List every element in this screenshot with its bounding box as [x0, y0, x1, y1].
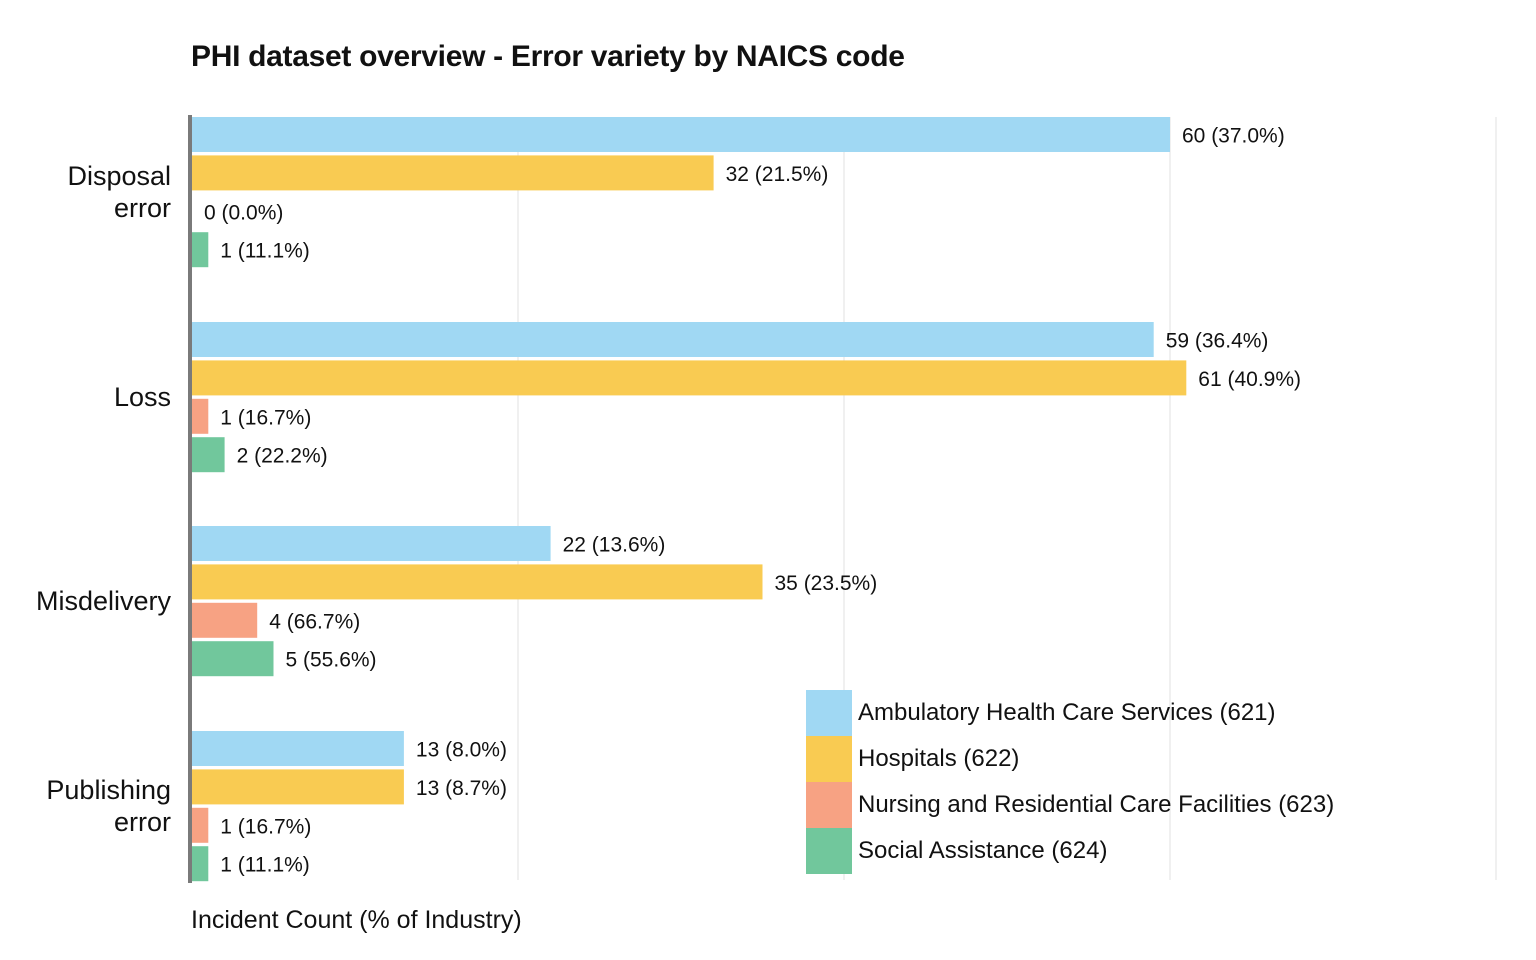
data-label: 22 (13.6%): [563, 534, 666, 557]
category-label: error: [114, 193, 171, 223]
category-label: Publishing: [46, 775, 171, 805]
bar-publishing-error-2: [192, 769, 404, 805]
legend-item: Social Assistance (624): [806, 828, 1334, 874]
data-label: 32 (21.5%): [726, 163, 829, 186]
category-label: Loss: [114, 382, 171, 412]
bar-loss-4: [192, 437, 225, 473]
data-label: 1 (11.1%): [220, 240, 309, 263]
bar-loss-3: [192, 398, 209, 434]
bar-misdelivery-1: [192, 526, 551, 561]
legend-item: Nursing and Residential Care Facilities …: [806, 782, 1334, 828]
bar-misdelivery-3: [192, 602, 258, 638]
data-label: 13 (8.7%): [416, 777, 507, 800]
legend-swatch: [806, 782, 852, 828]
bar-misdelivery-2: [192, 564, 763, 600]
legend-swatch: [806, 690, 852, 736]
bar-publishing-error-4: [192, 846, 209, 882]
category-label: Disposal: [67, 161, 171, 191]
legend-label: Ambulatory Health Care Services (621): [858, 699, 1276, 726]
bar-disposal-error-4: [192, 232, 209, 268]
data-label: 1 (16.7%): [220, 815, 311, 838]
bar-loss-1: [192, 322, 1154, 357]
chart-title: PHI dataset overview - Error variety by …: [191, 40, 905, 73]
x-axis-label: Incident Count (% of Industry): [191, 906, 522, 934]
legend-label: Social Assistance (624): [858, 837, 1108, 864]
data-label: 59 (36.4%): [1166, 330, 1269, 353]
data-label: 1 (11.1%): [220, 854, 309, 877]
data-label: 1 (16.7%): [220, 406, 311, 429]
legend: Ambulatory Health Care Services (621) Hos…: [806, 690, 1334, 874]
data-label: 60 (37.0%): [1182, 125, 1285, 148]
bar-misdelivery-4: [192, 641, 274, 677]
legend-swatch: [806, 736, 852, 782]
bar-disposal-error-2: [192, 155, 714, 191]
bar-publishing-error-3: [192, 807, 209, 843]
legend-item: Ambulatory Health Care Services (621): [806, 690, 1334, 736]
legend-item: Hospitals (622): [806, 736, 1334, 782]
data-label: 13 (8.0%): [416, 739, 507, 762]
legend-swatch: [806, 828, 852, 874]
bar-disposal-error-1: [192, 117, 1170, 152]
data-label: 35 (23.5%): [775, 572, 878, 595]
data-label: 5 (55.6%): [286, 649, 377, 672]
data-label: 61 (40.9%): [1198, 368, 1301, 391]
bar-publishing-error-1: [192, 731, 404, 766]
data-label: 0 (0.0%): [204, 201, 283, 224]
data-label: 2 (22.2%): [237, 445, 328, 468]
bar-loss-2: [192, 360, 1187, 396]
legend-label: Hospitals (622): [858, 745, 1020, 772]
category-label: error: [114, 807, 171, 837]
data-label: 4 (66.7%): [269, 610, 360, 633]
legend-label: Nursing and Residential Care Facilities …: [858, 791, 1335, 818]
category-label: Misdelivery: [36, 586, 172, 616]
